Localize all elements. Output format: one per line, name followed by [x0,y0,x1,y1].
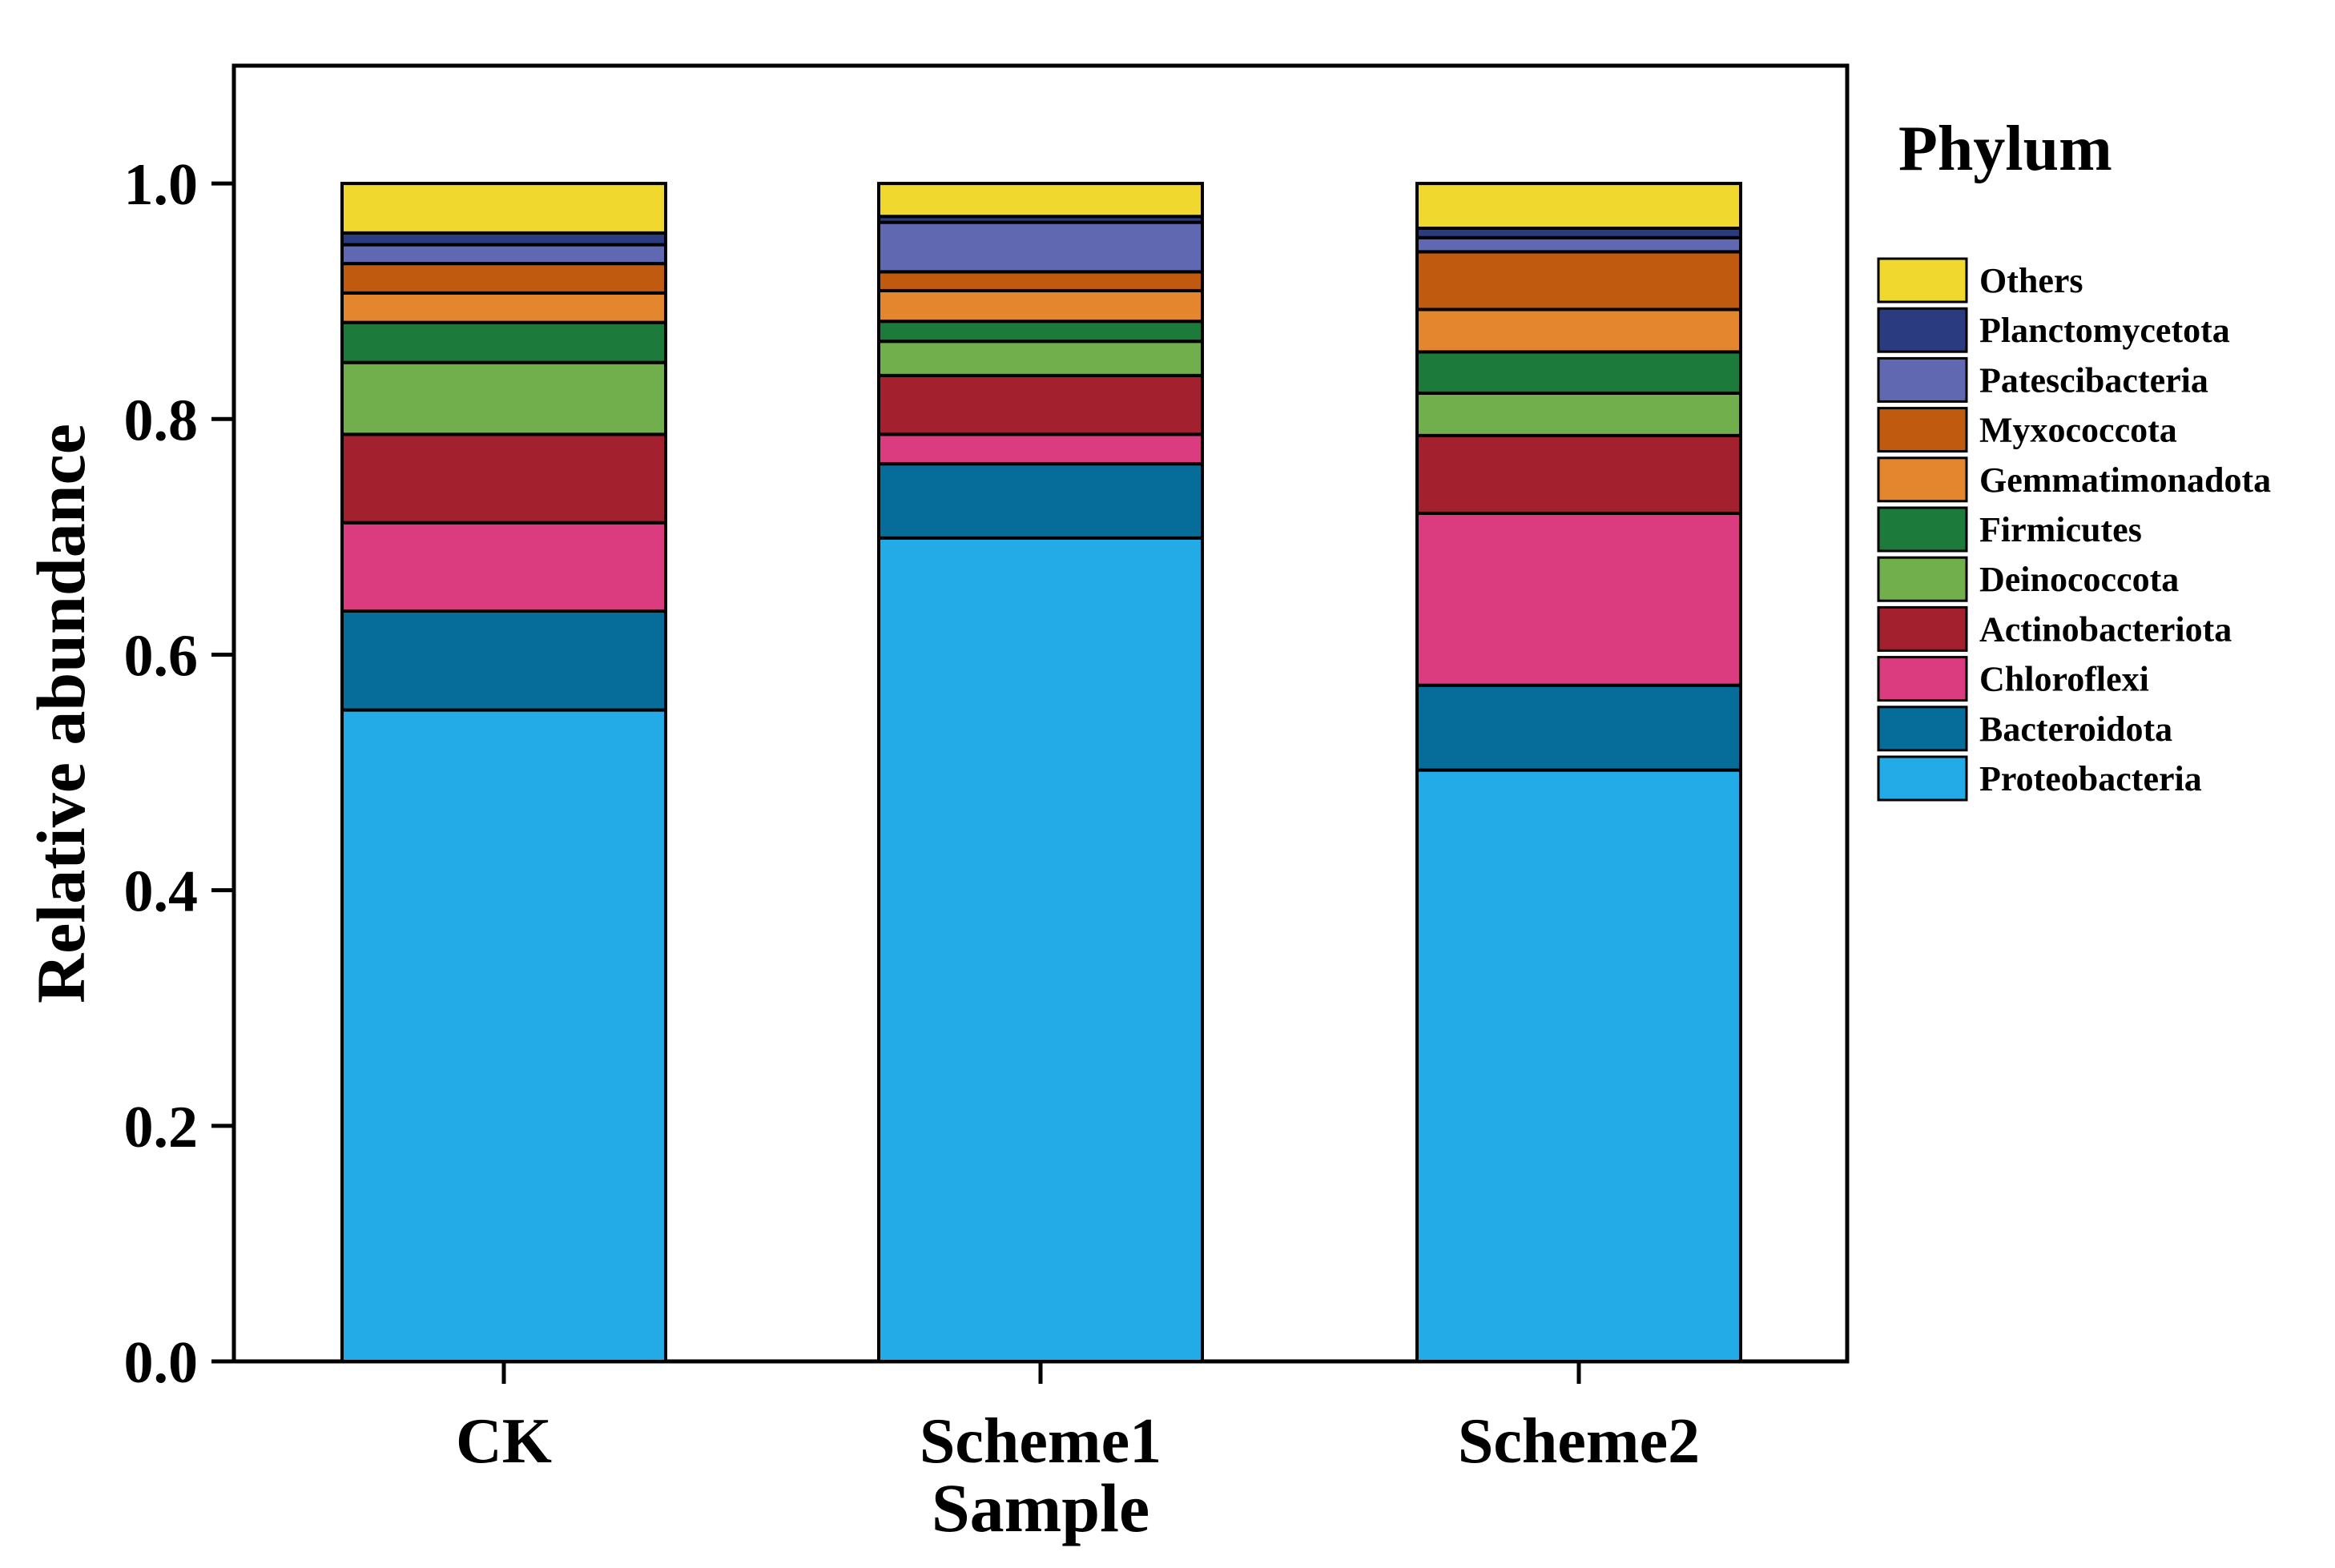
x-tick-label-scheme2: Scheme2 [1458,1406,1700,1477]
bar-segment-ck-bacteroidota [340,609,667,712]
legend-label-deinococcota: Deinococcota [1979,560,2179,599]
x-tick-label-scheme1: Scheme1 [920,1406,1161,1477]
bar-segment-ck-proteobacteria [340,708,667,1363]
bar-segment-scheme2-patescibacteria [1415,235,1742,254]
bar-segment-scheme1-firmicutes [877,320,1204,344]
legend-swatch-bacteroidota [1877,706,1968,752]
legend-label-proteobacteria: Proteobacteria [1979,759,2202,798]
bar-segment-scheme2-firmicutes [1415,350,1742,395]
axis-layer: 0.0 0.2 0.4 0.6 0.8 1.0 CK Scheme1 Scheme2 [124,152,1701,1477]
bar-segment-scheme1-deinococcota [877,340,1204,377]
y-tick-label: 0.0 [124,1330,199,1396]
bar-segment-scheme2-others [1415,182,1742,230]
bar-segment-ck-others [340,182,667,235]
legend-swatch-proteobacteria [1877,755,1968,802]
bars-layer [340,182,1742,1363]
y-tick-label: 0.8 [124,388,199,453]
bar-segment-scheme2-proteobacteria [1415,768,1742,1363]
legend-label-myxococcota: Myxococcota [1979,411,2177,450]
y-tick-label: 1.0 [124,152,199,218]
legend-swatch-others [1877,257,1968,304]
x-axis-title: Sample [932,1469,1149,1546]
legend-swatch-patescibacteria [1877,356,1968,403]
bar-segment-scheme2-chloroflexi [1415,511,1742,687]
legend-label-gemmatimonadota: Gemmatimonadota [1979,460,2271,500]
legend-label-patescibacteria: Patescibacteria [1979,360,2208,400]
bar-segment-scheme2-myxococcota [1415,250,1742,312]
legend-label-bacteroidota: Bacteroidota [1979,710,2172,749]
bar-segment-ck-actinobacteriota [340,432,667,525]
bar-segment-ck-deinococcota [340,360,667,436]
y-tick-label: 0.4 [124,859,199,925]
bar-segment-ck-patescibacteria [340,243,667,266]
legend-swatch-actinobacteriota [1877,605,1968,652]
legend-label-actinobacteriota: Actinobacteriota [1979,609,2232,649]
legend-title: Phylum [1898,114,2112,184]
bar-segment-ck-myxococcota [340,262,667,295]
y-tick-label: 0.2 [124,1095,199,1160]
bar-segment-scheme1-chloroflexi [877,432,1204,466]
bar-segment-ck-chloroflexi [340,521,667,613]
legend-swatch-gemmatimonadota [1877,456,1968,503]
bar-segment-scheme2-gemmatimonadota [1415,308,1742,354]
legend-swatch-myxococcota [1877,407,1968,453]
legend-swatch-planctomycetota [1877,307,1968,353]
bar-segment-scheme2-deinococcota [1415,391,1742,437]
bar-segment-scheme1-gemmatimonadota [877,288,1204,324]
bar-segment-scheme1-patescibacteria [877,220,1204,274]
bar-segment-scheme1-others [877,182,1204,219]
legend-label-chloroflexi: Chloroflexi [1979,660,2149,699]
legend-swatch-deinococcota [1877,556,1968,602]
y-axis-title: Relative abundance [22,424,99,1003]
legend-swatch-chloroflexi [1877,656,1968,702]
bar-segment-ck-firmicutes [340,320,667,364]
legend-label-firmicutes: Firmicutes [1979,510,2142,549]
legend: Others Planctomycetota Patescibacteria Myxo… [1877,257,2271,802]
bar-segment-scheme1-bacteroidota [877,462,1204,540]
y-tick-label: 0.6 [124,623,199,689]
bar-segment-scheme1-myxococcota [877,270,1204,292]
bar-segment-ck-planctomycetota [340,231,667,247]
legend-swatch-firmicutes [1877,506,1968,553]
bar-segment-scheme1-actinobacteriota [877,373,1204,436]
bar-segment-ck-gemmatimonadota [340,291,667,324]
bar-segment-scheme1-proteobacteria [877,536,1204,1363]
bar-segment-scheme2-actinobacteriota [1415,433,1742,515]
legend-label-others: Others [1979,261,2083,300]
x-tick-label-ck: CK [456,1406,552,1477]
bar-segment-scheme2-bacteroidota [1415,683,1742,772]
legend-label-planctomycetota: Planctomycetota [1979,311,2230,350]
